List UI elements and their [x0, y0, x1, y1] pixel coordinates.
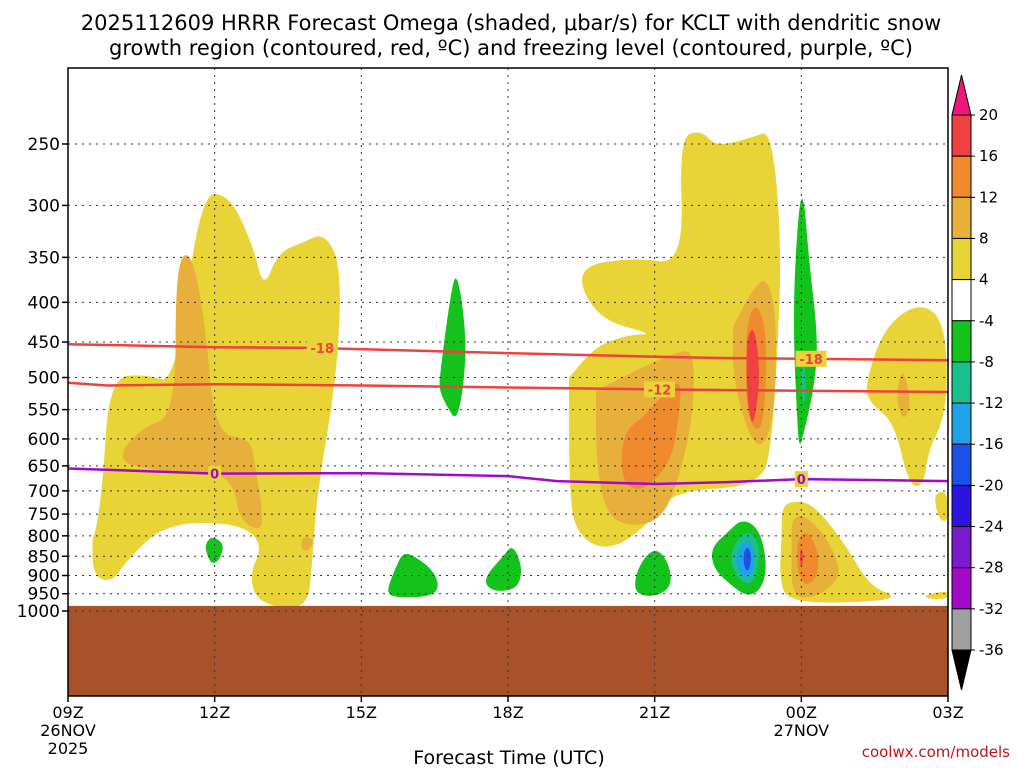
colorbar-bottom-arrow — [951, 649, 972, 691]
colorbar-label--36: -36 — [979, 641, 1004, 659]
colorbar-label-4: 4 — [979, 271, 989, 289]
contour-lines: -18 -18 -12 0 0 — [67, 339, 949, 488]
y-tick-label-850: 850 — [28, 547, 60, 567]
y-axis-pressure: 2503003504004505005506006507007508008509… — [17, 135, 68, 622]
colorbar-label--12: -12 — [979, 394, 1004, 412]
chart-title-line-2: growth region (contoured, red, ºC) and f… — [109, 36, 913, 60]
colorbar-label--4: -4 — [979, 312, 994, 330]
colorbar-box-5 — [951, 320, 972, 363]
x-axis-label: Forecast Time (UTC) — [413, 747, 604, 768]
omega-region-green-21 — [486, 548, 522, 591]
colorbar-label-20: 20 — [979, 106, 998, 124]
colorbar-label-12: 12 — [979, 188, 998, 206]
colorbar-label--20: -20 — [979, 476, 1004, 494]
omega-region-green-19 — [205, 537, 223, 563]
y-tick-label-900: 900 — [28, 567, 60, 587]
x-tick-label-15Z: 15Z — [346, 703, 377, 722]
colorbar-label--28: -28 — [979, 559, 1004, 577]
y-tick-label-350: 350 — [28, 248, 60, 268]
omega-region-yellow-5 — [925, 591, 948, 599]
isotherm--12-label-bg-0 — [644, 381, 676, 398]
y-tick-label-600: 600 — [28, 430, 60, 450]
omega-region-blue-27 — [743, 547, 751, 571]
omega-region-red-15 — [746, 329, 759, 422]
colorbar-top-arrow — [951, 74, 972, 116]
freezing-level-label-0: 0 — [210, 468, 219, 483]
x-tick-label-09Z: 09Z — [52, 703, 83, 722]
y-tick-label-1000: 1000 — [17, 602, 60, 622]
colorbar-label-8: 8 — [979, 229, 989, 247]
chart-title-line-1: 2025112609 HRRR Forecast Omega (shaded, … — [81, 11, 941, 35]
y-tick-label-500: 500 — [28, 369, 60, 389]
x-tick-year-09Z: 2025 — [48, 739, 89, 758]
isotherm--18-label-1: -18 — [799, 353, 823, 368]
freezing-level-label-bg-0 — [208, 465, 222, 482]
colorbar-box-11 — [951, 567, 972, 610]
colorbar-label--16: -16 — [979, 435, 1004, 453]
y-tick-label-950: 950 — [28, 585, 60, 605]
omega-region-red-16 — [800, 549, 803, 567]
colorbar-box-9 — [951, 484, 972, 528]
colorbar-box-10 — [951, 526, 972, 569]
credit-text: coolwx.com/models — [862, 743, 1010, 761]
colorbar-box-6 — [951, 361, 972, 404]
isotherm--12-line — [67, 381, 949, 394]
y-tick-label-250: 250 — [28, 135, 60, 155]
y-tick-label-550: 550 — [28, 401, 60, 421]
x-tick-label-12Z: 12Z — [199, 703, 230, 722]
omega-region-lightorange-7 — [301, 537, 313, 551]
freezing-level-label-bg-1 — [794, 471, 808, 488]
x-tick-label-21Z: 21Z — [639, 703, 670, 722]
colorbar-box-12 — [951, 608, 972, 651]
omega-region-lightorange-11 — [897, 373, 910, 418]
x-tick-label-00Z: 00Z — [786, 703, 817, 722]
colorbar-label-16: 16 — [979, 147, 998, 165]
isotherm--18-label-bg-1 — [795, 350, 827, 367]
colorbar-box-7 — [951, 402, 972, 445]
y-tick-label-700: 700 — [28, 482, 60, 502]
y-tick-label-750: 750 — [28, 505, 60, 525]
colorbar-box-1 — [951, 155, 972, 198]
isotherm--18-label-bg-0 — [306, 339, 338, 356]
isotherm--12-label-0: -12 — [648, 383, 672, 398]
isotherm--18-line — [67, 342, 949, 362]
x-tick-date-00Z: 27NOV — [774, 721, 830, 740]
omega-region-yellow-0 — [92, 193, 340, 608]
omega-colorbar: 20 16 12 8 4 -4 -8 -12 -16 -20 -24 -28 -32 -36 — [951, 74, 1004, 691]
y-tick-label-300: 300 — [28, 196, 60, 216]
x-tick-label-18Z: 18Z — [492, 703, 523, 722]
x-tick-date-09Z: 26NOV — [40, 721, 96, 740]
y-tick-label-650: 650 — [28, 457, 60, 477]
omega-shading — [92, 132, 948, 608]
omega-region-lightorange-6 — [122, 255, 262, 529]
y-tick-label-800: 800 — [28, 527, 60, 547]
omega-region-yellow-4 — [935, 491, 948, 522]
y-tick-label-450: 450 — [28, 333, 60, 353]
omega-region-green-18 — [794, 198, 817, 444]
freezing-level-line — [67, 467, 949, 486]
x-tick-label-03Z: 03Z — [932, 703, 963, 722]
colorbar-box-4 — [951, 279, 972, 322]
omega-region-green-17 — [439, 278, 466, 417]
colorbar-label--32: -32 — [979, 600, 1004, 618]
y-tick-label-400: 400 — [28, 293, 60, 313]
omega-region-orange-12 — [621, 383, 681, 489]
colorbar-label--8: -8 — [979, 353, 994, 371]
freezing-level-label-1: 0 — [797, 473, 806, 488]
isotherm--18-label-0: -18 — [310, 342, 334, 357]
omega-region-green-22 — [635, 550, 671, 596]
colorbar-box-2 — [951, 196, 972, 239]
colorbar-box-3 — [951, 237, 972, 281]
colorbar-box-0 — [951, 114, 972, 157]
omega-region-orange-14 — [797, 533, 819, 584]
colorbar-box-8 — [951, 443, 972, 486]
colorbar-label--24: -24 — [979, 518, 1004, 536]
